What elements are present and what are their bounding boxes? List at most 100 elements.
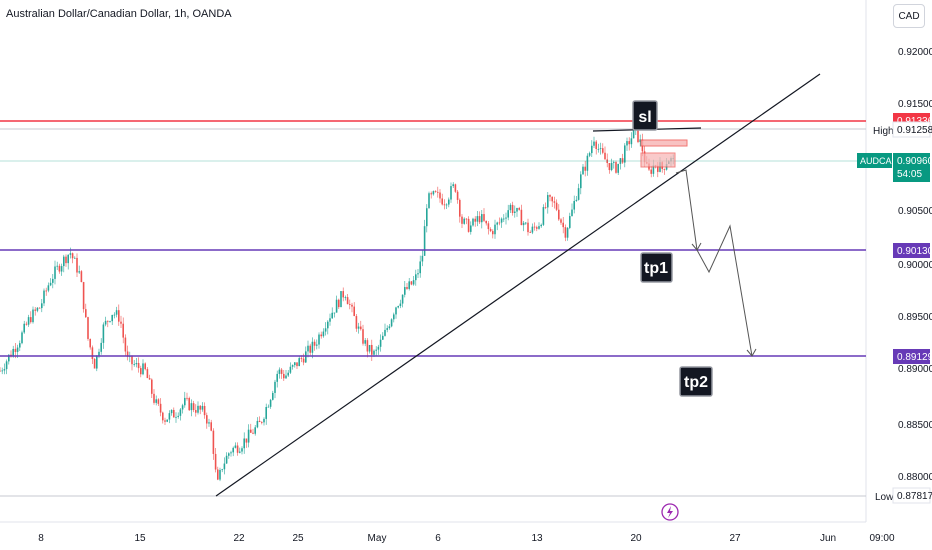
candle xyxy=(364,340,366,344)
candle xyxy=(208,422,210,424)
low-price-tag xyxy=(892,487,931,504)
time-tick: May xyxy=(368,533,387,544)
candle xyxy=(280,369,283,374)
price-tick: 0.88000 xyxy=(898,472,932,483)
candle xyxy=(267,406,270,408)
bar-countdown: 54:05 xyxy=(897,169,922,180)
candle xyxy=(593,141,595,146)
candle xyxy=(553,201,556,203)
tp1-price-value: 0.90130 xyxy=(897,246,932,257)
candle xyxy=(522,222,525,226)
projection-path[interactable] xyxy=(675,169,753,357)
candle xyxy=(234,445,237,448)
candle xyxy=(393,314,395,320)
candle xyxy=(137,362,140,369)
candle xyxy=(650,169,652,174)
candle xyxy=(386,328,388,330)
candle xyxy=(230,452,232,454)
candle xyxy=(296,362,298,367)
candle xyxy=(560,219,562,223)
candle xyxy=(527,222,529,233)
candle xyxy=(118,310,120,322)
candle xyxy=(432,191,435,195)
currency-button[interactable]: CAD xyxy=(893,4,925,28)
candle xyxy=(483,214,485,221)
candle xyxy=(153,393,155,403)
candle xyxy=(142,363,144,375)
candle xyxy=(610,162,613,171)
candle xyxy=(399,303,402,307)
candle xyxy=(274,381,276,393)
high-price-tag xyxy=(892,121,931,138)
candle xyxy=(388,326,391,329)
low-label: Low xyxy=(875,492,894,503)
candle xyxy=(151,379,153,394)
candle xyxy=(179,409,182,416)
svg-text:sl: sl xyxy=(638,109,651,126)
candle xyxy=(27,317,30,325)
candle xyxy=(113,314,116,316)
candle xyxy=(509,204,512,211)
tp1-label[interactable]: tp1 xyxy=(640,252,673,283)
candle xyxy=(60,266,63,272)
time-tick: 6 xyxy=(435,533,441,544)
candle xyxy=(357,326,360,329)
symbol-tag-label: AUDCAD xyxy=(860,156,899,166)
candle xyxy=(36,307,39,311)
candle xyxy=(465,218,468,220)
candle xyxy=(320,334,322,337)
candle xyxy=(96,355,98,369)
candle xyxy=(23,323,25,333)
candle xyxy=(588,153,591,156)
tp2-label[interactable]: tp2 xyxy=(679,366,713,397)
trend-line[interactable] xyxy=(215,73,821,497)
candle xyxy=(329,318,331,322)
candle xyxy=(291,365,294,367)
candle xyxy=(368,344,371,352)
time-tick: 20 xyxy=(630,533,642,544)
candle xyxy=(586,155,589,171)
candle xyxy=(529,232,531,233)
candle xyxy=(382,335,384,340)
candle xyxy=(287,372,289,376)
candle xyxy=(406,287,408,289)
candle xyxy=(377,346,380,350)
candle xyxy=(624,145,626,163)
candle xyxy=(49,282,52,286)
supply-zone-top[interactable] xyxy=(640,139,688,147)
candle xyxy=(450,186,452,200)
supply-zone-bottom[interactable] xyxy=(640,152,676,168)
candle xyxy=(602,148,604,153)
candle xyxy=(5,361,8,370)
candle xyxy=(441,198,443,205)
candle xyxy=(80,271,83,283)
candle xyxy=(186,397,188,399)
candle xyxy=(115,310,118,315)
candle xyxy=(573,200,575,210)
candle xyxy=(276,373,278,382)
candle xyxy=(93,359,96,369)
candle xyxy=(514,211,516,214)
candle xyxy=(157,399,160,404)
candle xyxy=(507,210,509,218)
candle xyxy=(349,304,351,305)
candle xyxy=(71,253,74,259)
candle xyxy=(232,447,234,453)
candle xyxy=(423,226,426,256)
candle xyxy=(547,195,549,208)
arrow-tp2-icon xyxy=(746,348,757,357)
candle xyxy=(168,413,171,420)
candle xyxy=(56,265,58,267)
candle xyxy=(159,403,162,413)
candle xyxy=(294,362,296,366)
candle xyxy=(487,223,490,230)
lightning-icon[interactable] xyxy=(661,503,679,521)
candle xyxy=(19,343,21,348)
candle xyxy=(342,291,344,298)
candle xyxy=(492,231,494,235)
candle xyxy=(54,266,56,279)
candle xyxy=(531,226,534,233)
candle xyxy=(439,192,441,199)
sl-label[interactable]: sl xyxy=(632,100,658,131)
